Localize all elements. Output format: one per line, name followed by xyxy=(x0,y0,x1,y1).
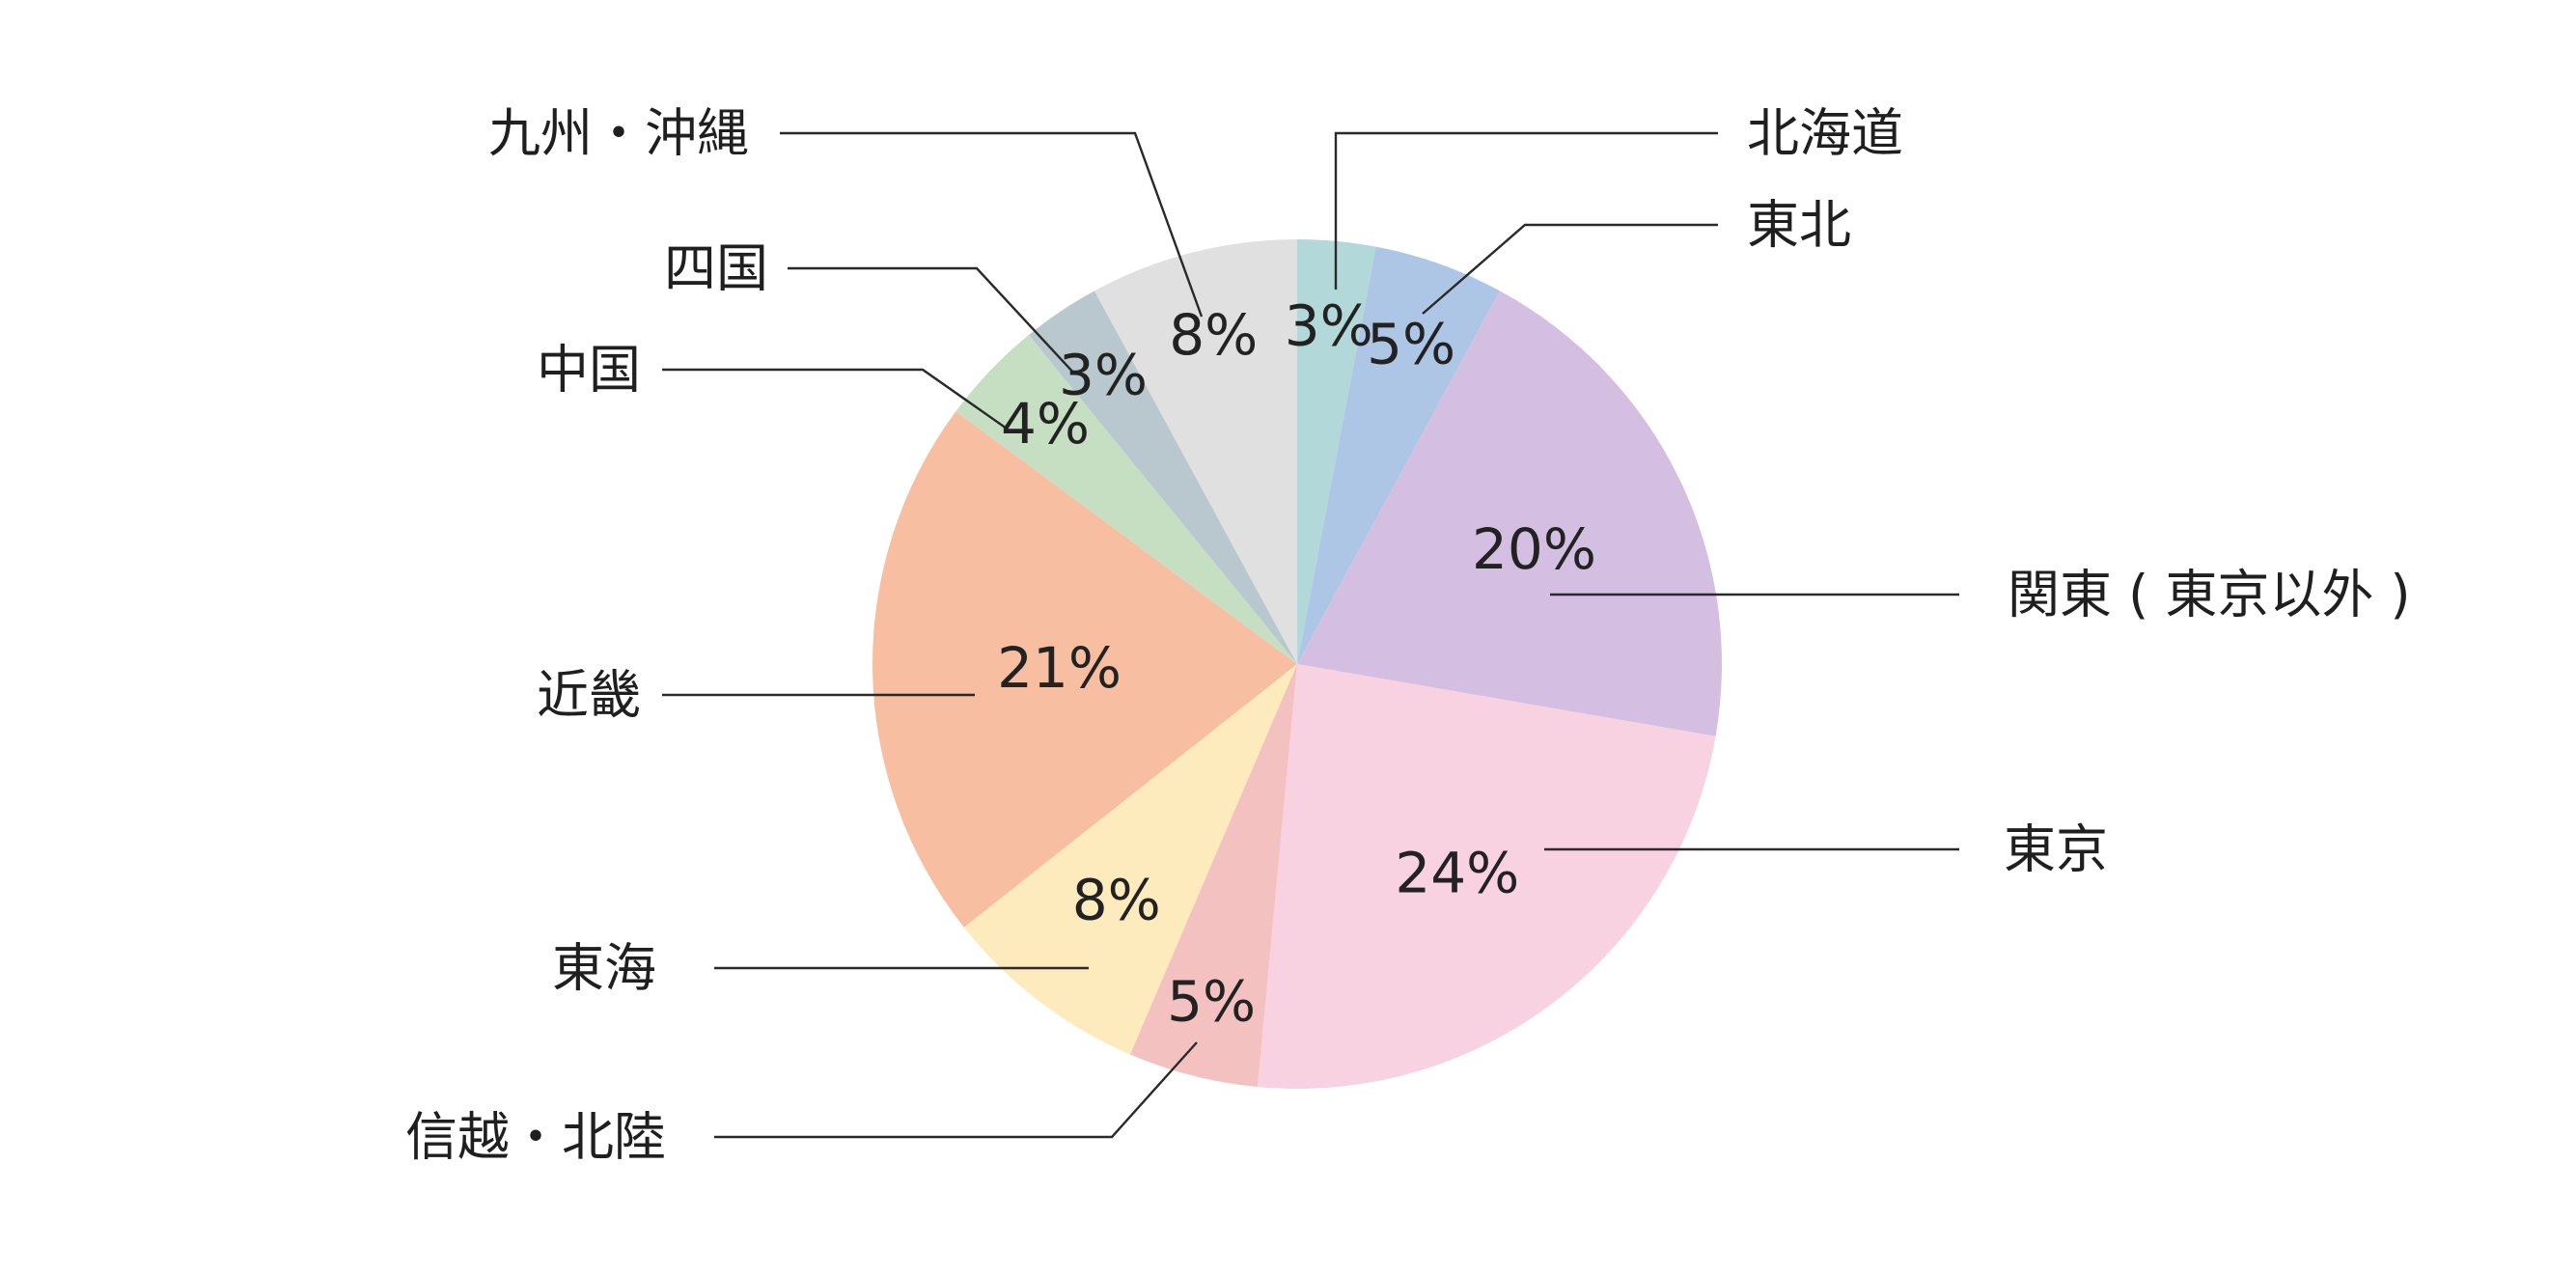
pie-slice-4 xyxy=(1258,664,1716,1090)
pie-slice-9 xyxy=(1028,291,1297,664)
percent-label-2: 5% xyxy=(1367,311,1455,376)
pie-slice-5 xyxy=(1129,664,1297,1088)
region-label-2: 東北 xyxy=(1747,195,1851,256)
region-label-3: 関東 ( 東京以外 ) xyxy=(2008,565,2411,625)
leader-line-8 xyxy=(662,368,1008,430)
pie-slice-7 xyxy=(873,411,1297,928)
region-label-1: 北海道 xyxy=(1747,103,1903,164)
region-label-8: 中国 xyxy=(537,340,641,401)
leader-line-5 xyxy=(714,1041,1198,1139)
pie-slice-2 xyxy=(1297,246,1501,664)
pie-slice-10 xyxy=(1094,239,1297,664)
percent-label-6: 8% xyxy=(1072,868,1161,933)
percent-labels-layer: 3%5%20%24%5%8%21%4%3%8% xyxy=(997,293,1596,1035)
region-label-6: 東海 xyxy=(552,938,656,999)
pie-slice-3 xyxy=(1297,291,1723,736)
percent-label-9: 3% xyxy=(1059,342,1148,407)
pie-slice-8 xyxy=(956,335,1297,664)
percent-label-8: 4% xyxy=(1001,391,1090,457)
region-label-4: 東京 xyxy=(2004,819,2108,880)
leader-line-10 xyxy=(780,131,1204,318)
region-label-10: 九州・沖縄 xyxy=(488,103,749,164)
leader-line-9 xyxy=(788,266,1076,375)
region-label-5: 信越・北陸 xyxy=(405,1107,666,1168)
leader-lines-layer xyxy=(662,131,1959,1139)
percent-label-10: 8% xyxy=(1169,302,1258,368)
region-label-9: 四国 xyxy=(664,238,768,299)
percent-label-1: 3% xyxy=(1285,293,1373,359)
slices-layer xyxy=(873,239,1723,1090)
percent-label-7: 21% xyxy=(997,635,1122,701)
pie-slice-1 xyxy=(1297,239,1376,664)
percent-label-5: 5% xyxy=(1167,969,1256,1035)
pie-slice-6 xyxy=(963,664,1297,1055)
percent-label-3: 20% xyxy=(1472,516,1596,582)
leader-line-2 xyxy=(1422,223,1718,315)
region-label-7: 近畿 xyxy=(537,665,641,726)
percent-label-4: 24% xyxy=(1395,841,1519,906)
leader-line-1 xyxy=(1334,131,1718,290)
